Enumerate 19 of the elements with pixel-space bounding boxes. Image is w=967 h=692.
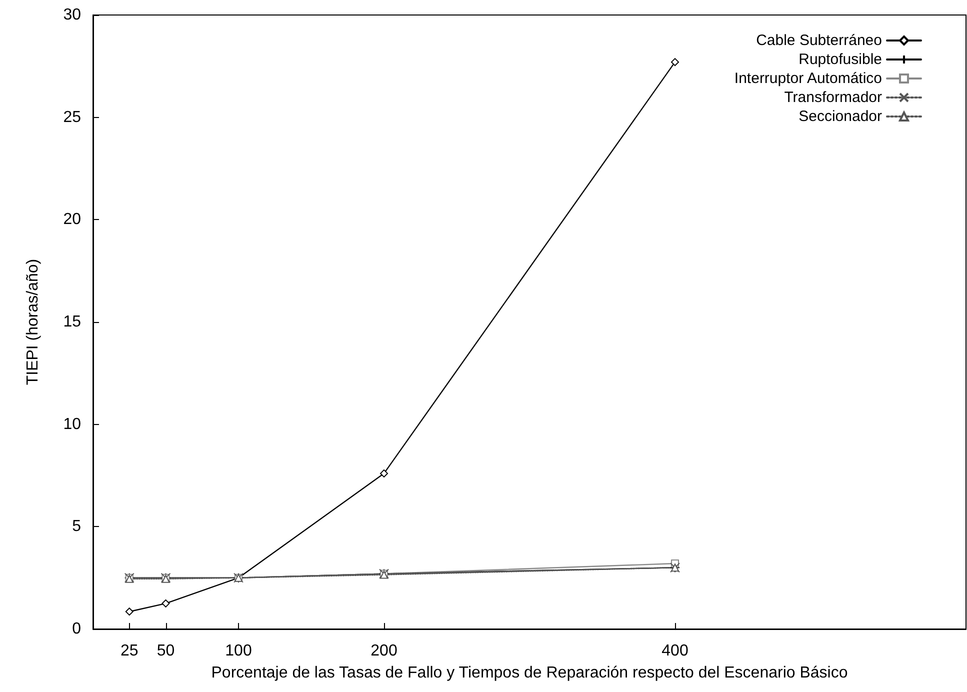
x-tick-label: 400 [662,642,688,660]
y-tick-label: 10 [63,416,82,433]
x-axis-title: Porcentaje de las Tasas de Fallo y Tiempos de Reparación respecto del Escenario Básico [211,664,848,682]
y-tick-label: 25 [63,108,82,126]
y-tick-label: 30 [63,6,82,24]
x-tick-label: 200 [370,642,398,660]
legend-label: Cable Subterráneo [756,32,882,49]
y-axis-title: TIEPI (horas/año) [24,258,42,386]
x-tick-label: 25 [120,642,138,660]
x-tick-label: 100 [225,642,252,660]
y-tick-label: 20 [63,211,82,228]
legend-label: Interruptor Automático [734,70,882,87]
y-tick-label: 15 [63,314,82,330]
x-tick-label: 50 [156,642,175,660]
legend-label: Seccionador [798,108,882,125]
legend-label: Ruptofusible [798,51,882,68]
y-tick-label: 0 [72,620,82,638]
y-tick-label: 5 [72,518,82,536]
legend-label: Transformador [784,89,882,106]
